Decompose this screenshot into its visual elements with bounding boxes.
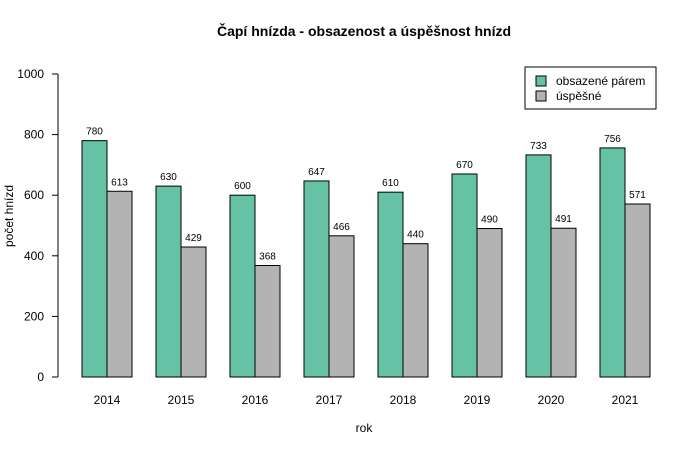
bar-occupied xyxy=(525,154,552,378)
data-label: 491 xyxy=(555,214,572,225)
data-label: 780 xyxy=(86,127,103,138)
legend-label: úspěšné xyxy=(556,89,602,103)
data-label: 670 xyxy=(456,160,473,171)
y-tick-label: 200 xyxy=(24,309,44,323)
x-tick-label: 2016 xyxy=(242,393,269,407)
y-tick-label: 0 xyxy=(37,370,44,384)
legend-swatch xyxy=(535,90,547,102)
bar-occupied xyxy=(229,194,256,378)
bar-occupied xyxy=(451,173,478,378)
data-label: 368 xyxy=(259,251,276,262)
bar-occupied xyxy=(81,140,108,378)
bar-successful xyxy=(328,235,355,378)
legend-swatch xyxy=(535,75,547,87)
x-axis: 2014 2015 2016 2017 2018 2019 2020 2021 xyxy=(94,393,639,407)
bar-successful xyxy=(106,190,133,378)
y-tick-label: 800 xyxy=(24,128,44,142)
bar-occupied xyxy=(155,185,182,378)
data-label: 630 xyxy=(160,172,177,183)
data-label: 571 xyxy=(629,190,646,201)
x-axis-label: rok xyxy=(356,421,374,435)
bar-occupied xyxy=(599,147,626,378)
bar-successful xyxy=(624,203,651,378)
y-tick-label: 1000 xyxy=(17,67,44,81)
data-label: 647 xyxy=(308,167,325,178)
data-label: 429 xyxy=(185,233,202,244)
bar-occupied xyxy=(377,191,404,378)
data-label: 733 xyxy=(530,141,547,152)
bar-successful xyxy=(254,264,281,378)
data-label: 756 xyxy=(604,134,621,145)
legend-box xyxy=(524,66,657,110)
bar-successful xyxy=(180,246,207,378)
x-tick-label: 2015 xyxy=(168,393,195,407)
bar-successful xyxy=(550,227,577,378)
y-axis-label: počet hnízd xyxy=(2,185,16,247)
x-tick-label: 2018 xyxy=(390,393,417,407)
y-tick-label: 400 xyxy=(24,249,44,263)
y-tick-label: 600 xyxy=(24,188,44,202)
x-tick-label: 2017 xyxy=(316,393,343,407)
bar-occupied xyxy=(303,180,330,378)
legend-label: obsazené párem xyxy=(556,74,645,88)
bars: 780 613 630 429 600 368 647 466 610 440 670 490 733 4… xyxy=(81,127,651,378)
x-tick-label: 2021 xyxy=(612,393,639,407)
data-label: 613 xyxy=(111,177,128,188)
bar-successful xyxy=(402,243,429,378)
data-label: 440 xyxy=(407,230,424,241)
chart-title: Čapí hnízda - obsazenost a úspěšnost hní… xyxy=(217,22,511,39)
data-label: 466 xyxy=(333,222,350,233)
bar-successful xyxy=(476,228,503,378)
y-axis: 0 200 400 600 800 1000 xyxy=(17,67,59,384)
data-label: 600 xyxy=(234,181,251,192)
data-label: 610 xyxy=(382,178,399,189)
data-label: 490 xyxy=(481,215,498,226)
x-tick-label: 2019 xyxy=(464,393,491,407)
x-tick-label: 2020 xyxy=(538,393,565,407)
x-tick-label: 2014 xyxy=(94,393,121,407)
